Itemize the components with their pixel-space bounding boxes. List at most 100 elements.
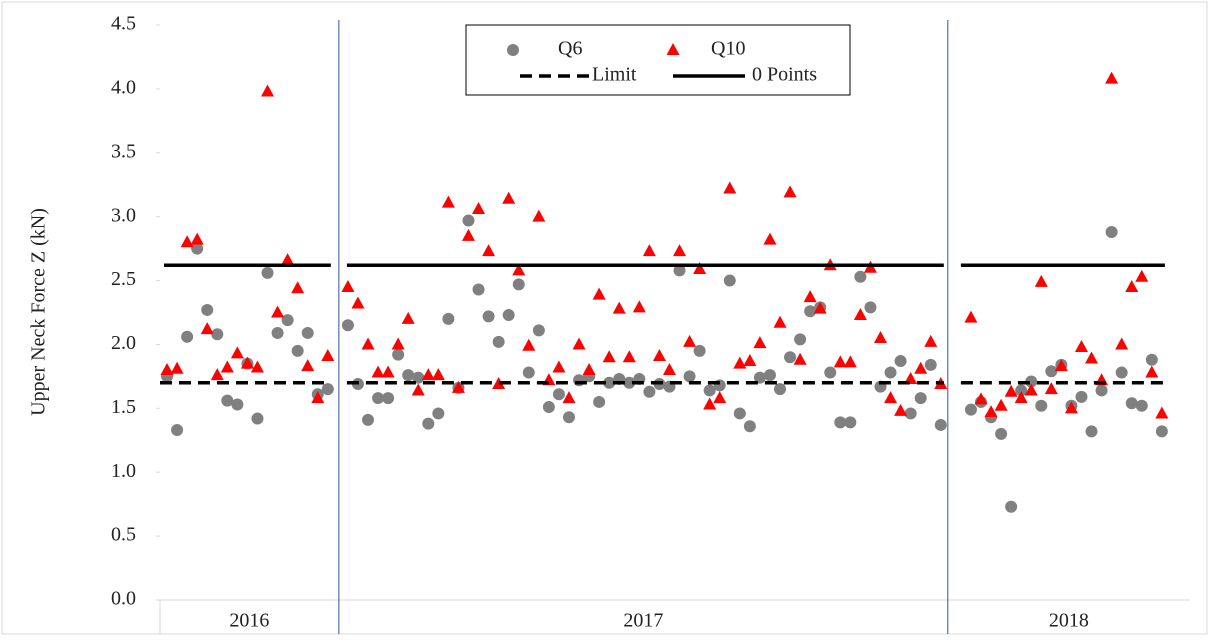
point bbox=[542, 401, 555, 414]
point bbox=[703, 384, 716, 397]
point bbox=[693, 262, 707, 275]
point bbox=[522, 366, 535, 379]
point bbox=[391, 337, 405, 350]
point bbox=[562, 391, 576, 404]
point bbox=[562, 411, 575, 424]
point bbox=[532, 324, 545, 337]
point bbox=[884, 366, 897, 379]
point bbox=[502, 309, 515, 322]
point bbox=[864, 301, 877, 314]
point bbox=[231, 398, 244, 411]
point bbox=[622, 350, 636, 363]
point bbox=[984, 405, 998, 418]
point bbox=[1145, 353, 1158, 366]
point bbox=[492, 335, 505, 348]
point bbox=[321, 383, 334, 396]
point bbox=[1135, 269, 1149, 282]
point bbox=[964, 403, 977, 416]
point bbox=[482, 244, 496, 257]
point bbox=[873, 331, 887, 344]
point bbox=[723, 181, 737, 194]
point bbox=[914, 361, 928, 374]
point bbox=[472, 202, 486, 214]
point bbox=[281, 314, 294, 327]
y-tick-label: 0.5 bbox=[111, 524, 136, 546]
point bbox=[894, 403, 908, 416]
legend-marker bbox=[666, 43, 680, 55]
point bbox=[291, 344, 304, 357]
point bbox=[914, 392, 927, 405]
point bbox=[451, 380, 465, 393]
point bbox=[442, 312, 455, 325]
point bbox=[392, 348, 405, 361]
point bbox=[160, 363, 174, 375]
point bbox=[964, 310, 978, 323]
point bbox=[995, 427, 1008, 440]
point bbox=[180, 235, 194, 248]
point bbox=[230, 346, 244, 359]
point bbox=[753, 371, 766, 384]
point bbox=[351, 296, 365, 309]
point bbox=[854, 270, 867, 283]
point bbox=[532, 209, 546, 222]
point bbox=[271, 326, 284, 339]
point bbox=[251, 412, 264, 425]
point bbox=[1135, 399, 1148, 412]
point bbox=[301, 326, 314, 339]
point bbox=[281, 253, 295, 266]
point bbox=[994, 398, 1008, 411]
point bbox=[894, 355, 907, 368]
point bbox=[472, 283, 485, 296]
point bbox=[632, 300, 646, 313]
point bbox=[362, 413, 375, 426]
point bbox=[693, 344, 706, 357]
point bbox=[1045, 365, 1058, 378]
point bbox=[301, 359, 315, 372]
point bbox=[783, 185, 797, 198]
point bbox=[200, 322, 214, 335]
point bbox=[683, 370, 696, 383]
point bbox=[723, 274, 736, 287]
point bbox=[170, 361, 184, 374]
point bbox=[191, 242, 204, 255]
point bbox=[904, 371, 918, 384]
year-label: 2018 bbox=[1049, 610, 1089, 632]
legend-marker bbox=[507, 44, 519, 56]
point bbox=[703, 397, 717, 410]
point bbox=[733, 407, 746, 420]
legend-box bbox=[465, 24, 851, 96]
point bbox=[210, 368, 224, 381]
point bbox=[743, 420, 756, 433]
point bbox=[843, 355, 857, 368]
legend-label: Q10 bbox=[711, 38, 745, 60]
point bbox=[402, 369, 415, 382]
point bbox=[1005, 500, 1018, 513]
point bbox=[884, 391, 898, 404]
point bbox=[733, 356, 747, 369]
legend-label: Q6 bbox=[558, 38, 582, 60]
point bbox=[432, 407, 445, 420]
point bbox=[240, 356, 254, 369]
point bbox=[572, 337, 586, 350]
point bbox=[1035, 399, 1048, 412]
point bbox=[804, 305, 817, 318]
point bbox=[763, 232, 777, 245]
point bbox=[522, 338, 536, 351]
point bbox=[603, 376, 616, 389]
point bbox=[271, 305, 285, 318]
point bbox=[753, 336, 767, 349]
point bbox=[512, 278, 525, 291]
point bbox=[774, 383, 787, 396]
point bbox=[1125, 279, 1139, 292]
point bbox=[250, 360, 264, 373]
point bbox=[512, 263, 526, 276]
point bbox=[372, 392, 385, 405]
point bbox=[1054, 359, 1068, 372]
point bbox=[441, 195, 455, 208]
point bbox=[261, 84, 275, 97]
point bbox=[592, 287, 606, 300]
point bbox=[220, 360, 234, 373]
point bbox=[171, 424, 184, 437]
point bbox=[1105, 226, 1118, 238]
